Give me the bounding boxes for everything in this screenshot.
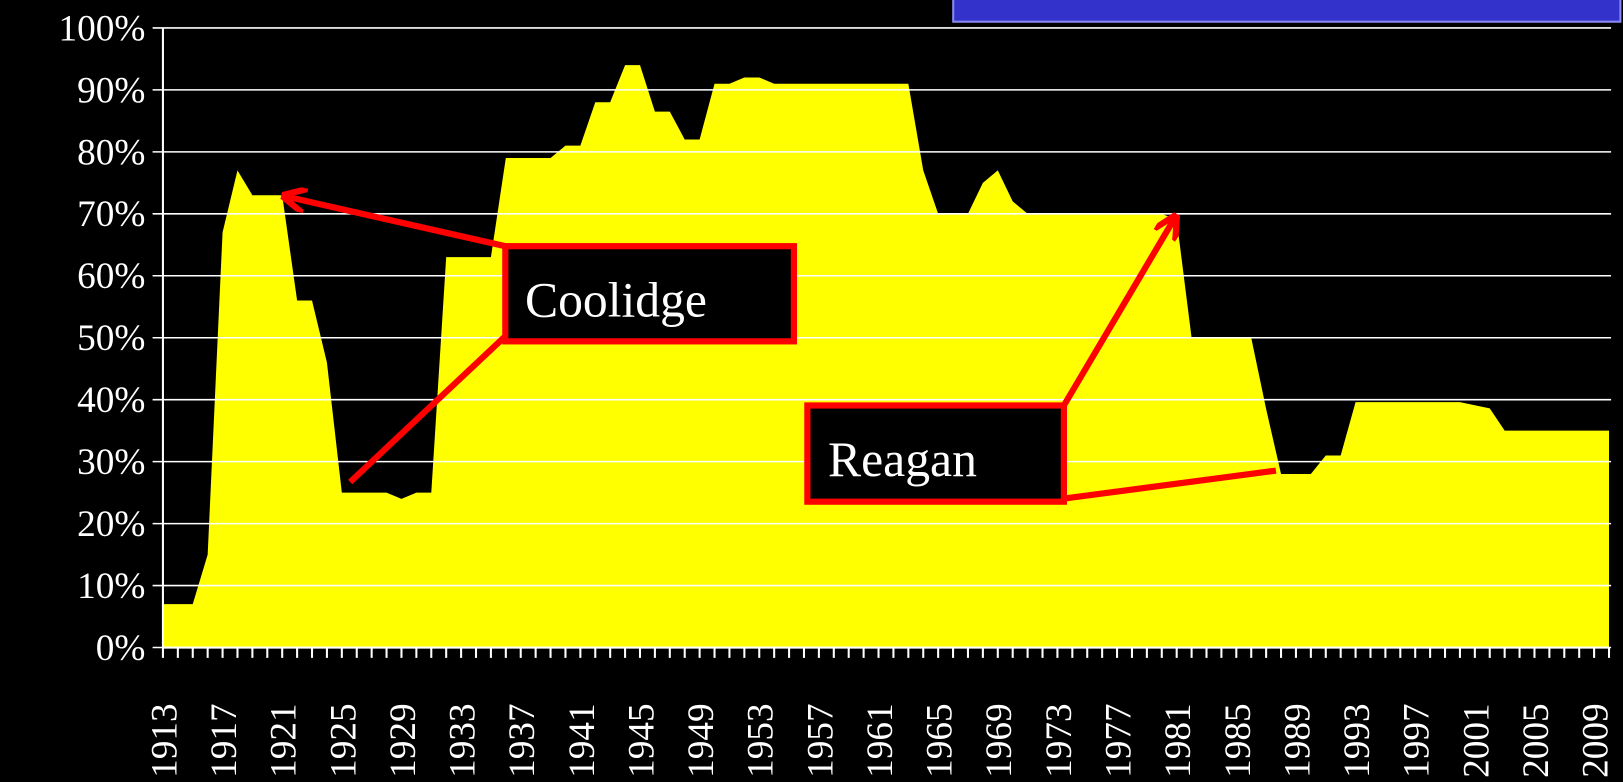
x-tick-label: 1949	[681, 703, 722, 777]
y-tick-label: 0%	[96, 628, 146, 669]
y-tick-label: 70%	[77, 194, 145, 235]
x-tick-label: 1937	[502, 703, 543, 777]
x-tick-label: 2009	[1576, 703, 1617, 777]
y-tick-label: 50%	[77, 318, 145, 359]
arrow	[286, 197, 507, 250]
y-tick-label: 40%	[77, 380, 145, 421]
y-tick-label: 100%	[59, 8, 146, 49]
x-tick-label: 1945	[621, 703, 662, 777]
x-tick-label: 1989	[1277, 703, 1318, 777]
x-tick-label: 1933	[443, 703, 484, 777]
title-box	[952, 0, 1622, 23]
x-tick-label: 1993	[1337, 703, 1378, 777]
y-tick-label: 30%	[77, 442, 145, 483]
arrow	[1061, 218, 1175, 408]
x-tick-label: 1973	[1039, 703, 1080, 777]
pointer-line	[1063, 467, 1277, 502]
x-tick-label: 1997	[1397, 703, 1438, 777]
x-tick-label: 1917	[204, 703, 245, 777]
x-tick-label: 1929	[383, 703, 424, 777]
y-tick-label: 20%	[77, 504, 145, 545]
x-tick-label: 1965	[920, 703, 961, 777]
x-tick-label: 2001	[1456, 703, 1497, 777]
annotations: Coolidge Reagan	[286, 197, 1277, 505]
x-tick-label: 1977	[1098, 703, 1139, 777]
plot: 0% 10% 20% 30% 40% 50% 60% 70% 80% 90% 100% 1913 191…	[59, 8, 1617, 778]
x-tick-label: 1913	[144, 703, 185, 777]
x-tick-label: 1941	[562, 703, 603, 777]
x-tick-label: 1981	[1158, 703, 1199, 777]
annotation-box	[502, 243, 798, 345]
annotation: Coolidge	[525, 273, 707, 328]
x-tick-label: 1961	[860, 703, 901, 777]
x-tick-label: 1985	[1218, 703, 1259, 777]
x-tick-label: 1953	[741, 703, 782, 777]
y-tick-label: 80%	[77, 132, 145, 173]
pointer-line	[348, 333, 508, 485]
x-tick-label: 1969	[979, 703, 1020, 777]
y-tick-label: 60%	[77, 256, 145, 297]
annotation-box	[804, 402, 1067, 505]
x-tick-label: 1921	[264, 703, 305, 777]
x-tick-label: 2005	[1516, 703, 1557, 777]
x-tick-label: 1957	[800, 703, 841, 777]
x-tick-label: 1925	[323, 703, 364, 777]
area	[162, 65, 1610, 648]
y-tick-label: 90%	[77, 70, 145, 111]
annotation: Reagan	[828, 432, 977, 487]
y-tick-label: 10%	[77, 566, 145, 607]
